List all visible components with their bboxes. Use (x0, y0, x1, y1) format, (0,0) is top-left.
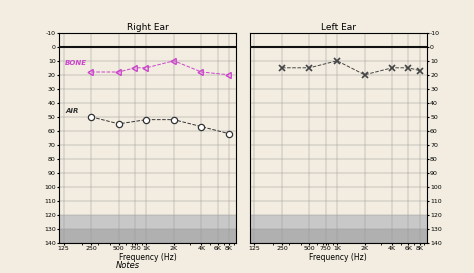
Title: Right Ear: Right Ear (127, 23, 168, 32)
Text: BONE: BONE (65, 60, 87, 66)
Text: Notes: Notes (116, 261, 140, 270)
Bar (250, 215, 427, 229)
X-axis label: Frequency (Hz): Frequency (Hz) (118, 253, 176, 262)
X-axis label: Frequency (Hz): Frequency (Hz) (310, 253, 367, 262)
Title: Left Ear: Left Ear (321, 23, 356, 32)
Text: AIR: AIR (65, 108, 79, 114)
Bar (59, 229, 236, 243)
Bar (59, 215, 236, 229)
Bar (250, 229, 427, 243)
